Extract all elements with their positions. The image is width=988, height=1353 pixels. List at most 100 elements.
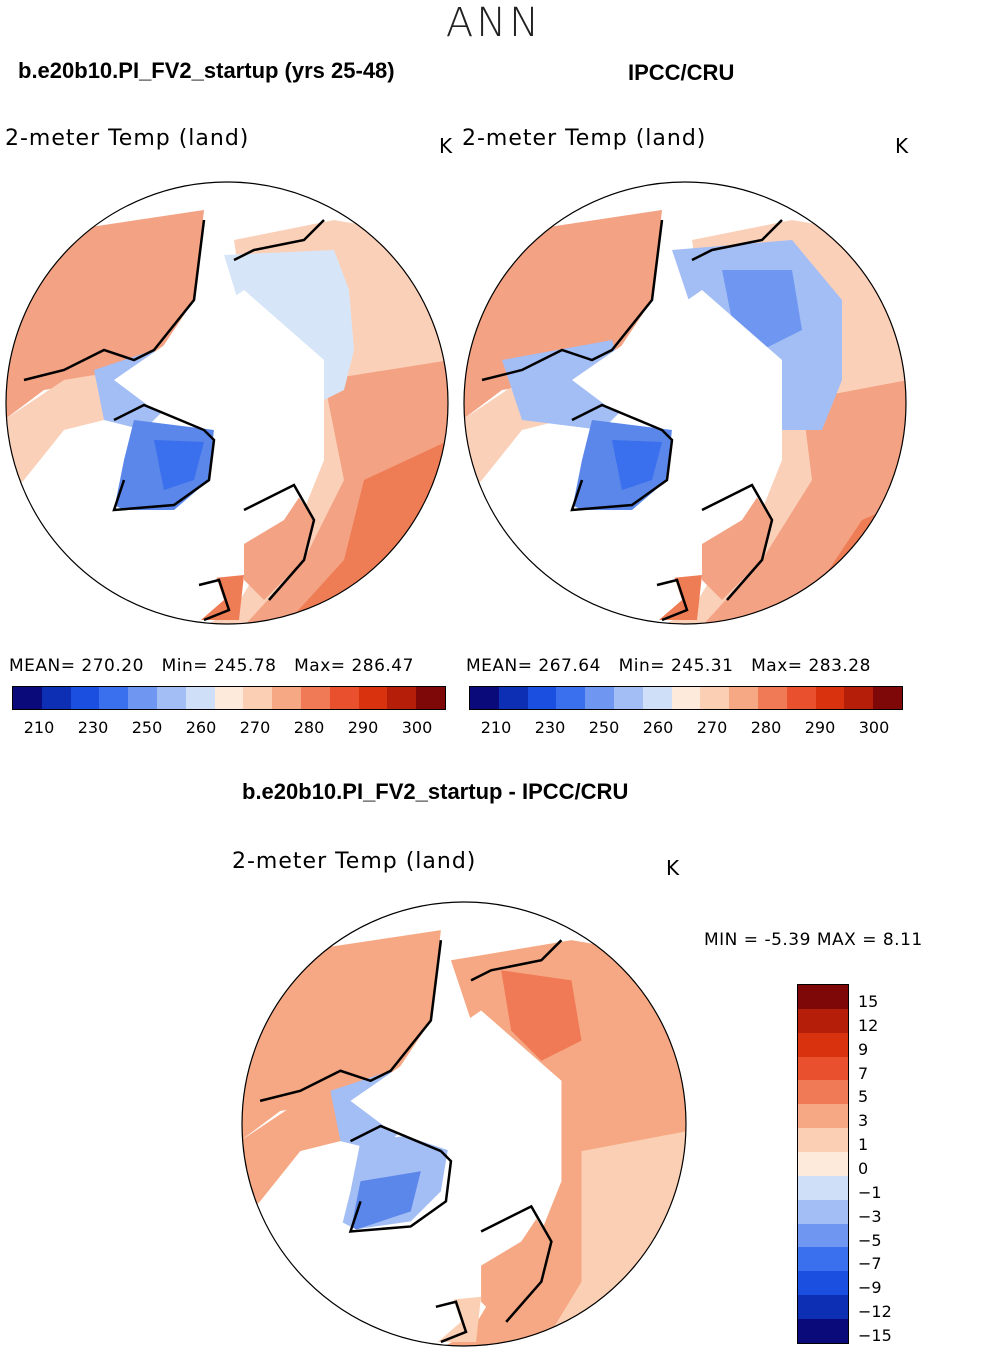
colorbar-swatch	[798, 1319, 848, 1343]
panel3-max-label: MAX =	[816, 930, 877, 950]
panel3-min-label: MIN =	[704, 930, 759, 950]
colorbar-tick-label: 290	[804, 718, 836, 737]
arctic-ocean	[350, 1010, 562, 1272]
panel1-units: K	[439, 134, 453, 158]
colorbar-tick-label: 270	[239, 718, 271, 737]
colorbar-tick-label: −5	[858, 1230, 882, 1250]
colorbar-tick-label: 230	[534, 718, 566, 737]
colorbar-swatch	[798, 1032, 848, 1057]
colorbar-tick-label: −9	[858, 1278, 882, 1298]
colorbar-swatch	[798, 1152, 848, 1176]
panel1-colorbar-ticks: 210 230 250 260 270 280 290 300	[12, 718, 444, 737]
colorbar-swatch	[13, 687, 42, 709]
colorbar-swatch	[757, 687, 787, 709]
colorbar-swatch	[99, 687, 129, 709]
colorbar-swatch	[416, 687, 445, 709]
colorbar-swatch	[300, 687, 330, 709]
greenland-core-region	[612, 440, 662, 490]
panel2-colorbar-ticks: 210 230 250 260 270 280 290 300	[469, 718, 901, 737]
panel1-variable: 2-meter Temp (land)	[5, 126, 250, 151]
colorbar-swatch	[585, 687, 614, 709]
colorbar-swatch	[798, 1247, 848, 1272]
colorbar-swatch	[41, 687, 71, 709]
panel1-min-label: Min=	[161, 656, 209, 676]
colorbar-swatch	[798, 1223, 848, 1248]
colorbar-swatch	[498, 687, 528, 709]
colorbar-swatch	[798, 1056, 848, 1081]
colorbar-swatch	[798, 1199, 848, 1224]
panel2-mean-value: 267.64	[538, 656, 601, 676]
panel2-case-title: IPCC/CRU	[628, 60, 735, 85]
colorbar-swatch	[70, 687, 100, 709]
panel1-max-value: 286.47	[351, 656, 414, 676]
panel2-colorbar	[469, 686, 903, 710]
colorbar-tick-label: 3	[858, 1111, 869, 1131]
colorbar-swatch	[156, 687, 186, 709]
colorbar-tick-label: 280	[293, 718, 325, 737]
greenland-core-region	[154, 440, 204, 490]
panel3-colorbar-ticks: 15 12 9 7 5 3 1 0 −1 −3 −5 −7 −9 −12 −15	[858, 984, 898, 1345]
colorbar-swatch	[873, 687, 902, 709]
panel2-max-label: Max=	[751, 656, 803, 676]
colorbar-tick-label: 0	[858, 1159, 869, 1178]
colorbar-tick-label: 12	[858, 1015, 879, 1035]
colorbar-swatch	[798, 985, 848, 1009]
colorbar-swatch	[329, 687, 359, 709]
colorbar-tick-label: 300	[858, 718, 890, 737]
colorbar-tick-label: 270	[696, 718, 728, 737]
colorbar-tick-label: 9	[858, 1039, 869, 1059]
colorbar-swatch	[815, 687, 845, 709]
panel2-variable: 2-meter Temp (land)	[462, 126, 707, 151]
colorbar-tick-label: 15	[858, 991, 879, 1011]
panel2-map	[463, 181, 907, 625]
season-title: ANN	[445, 0, 543, 46]
panel3-stats: MIN = -5.39 MAX = 8.11	[704, 930, 923, 950]
colorbar-swatch	[185, 687, 215, 709]
colorbar-tick-label: −7	[858, 1254, 882, 1274]
colorbar-swatch	[798, 1175, 848, 1200]
colorbar-swatch	[798, 1271, 848, 1296]
panel1-colorbar	[12, 686, 446, 710]
panel3-variable: 2-meter Temp (land)	[232, 849, 477, 874]
panel2-units: K	[895, 134, 909, 158]
panel1-case-title: b.e20b10.PI_FV2_startup (yrs 25-48)	[18, 58, 395, 83]
colorbar-tick-label: 250	[588, 718, 620, 737]
colorbar-tick-label: 1	[858, 1135, 869, 1155]
colorbar-tick-label: −1	[858, 1182, 882, 1202]
panel3-max-value: 8.11	[882, 930, 923, 950]
panel1-mean-value: 270.20	[81, 656, 144, 676]
panel3-map	[241, 901, 687, 1347]
panel2-max-value: 283.28	[808, 656, 871, 676]
panel3-case-title: b.e20b10.PI_FV2_startup - IPCC/CRU	[242, 779, 629, 804]
panel1-max-label: Max=	[294, 656, 346, 676]
colorbar-swatch	[642, 687, 672, 709]
colorbar-swatch	[243, 687, 273, 709]
colorbar-swatch	[798, 1104, 848, 1129]
colorbar-tick-label: 280	[750, 718, 782, 737]
colorbar-tick-label: 210	[480, 718, 512, 737]
panel2-min-label: Min=	[618, 656, 666, 676]
panel2-stats: MEAN= 267.64 Min= 245.31 Max= 283.28	[466, 656, 871, 676]
panel3-min-value: -5.39	[764, 930, 811, 950]
panel1-stats: MEAN= 270.20 Min= 245.78 Max= 286.47	[9, 656, 414, 676]
colorbar-tick-label: 210	[23, 718, 55, 737]
colorbar-tick-label: 7	[858, 1063, 869, 1083]
colorbar-swatch	[358, 687, 388, 709]
colorbar-swatch	[798, 1295, 848, 1320]
colorbar-tick-label: −12	[858, 1302, 892, 1322]
colorbar-tick-label: 260	[642, 718, 674, 737]
colorbar-swatch	[671, 687, 701, 709]
colorbar-tick-label: −3	[858, 1206, 882, 1226]
arctic-ocean	[572, 290, 782, 550]
colorbar-tick-label: 5	[858, 1087, 869, 1107]
colorbar-tick-label: 300	[401, 718, 433, 737]
colorbar-tick-label: 250	[131, 718, 163, 737]
colorbar-tick-label: 230	[77, 718, 109, 737]
greenland-core-region	[350, 1171, 421, 1232]
arctic-ocean	[114, 290, 324, 550]
panel3-units: K	[666, 856, 680, 880]
panel2-min-value: 245.31	[670, 656, 734, 676]
colorbar-swatch	[844, 687, 874, 709]
colorbar-swatch	[214, 687, 244, 709]
